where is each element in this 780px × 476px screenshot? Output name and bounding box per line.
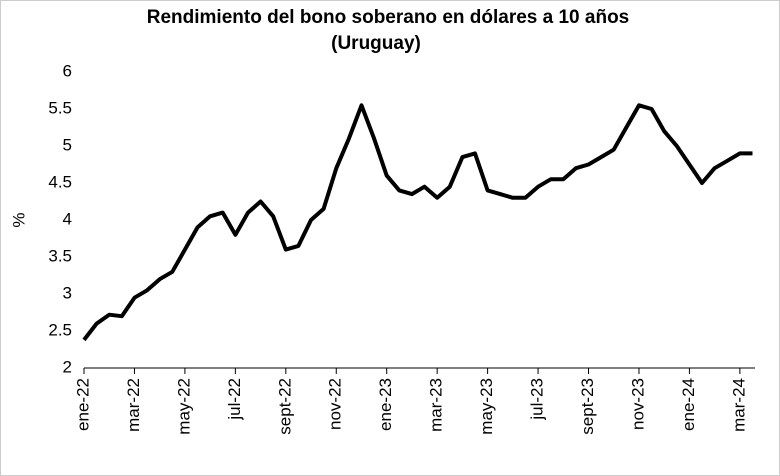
y-tick-label: 3.5: [48, 246, 72, 265]
y-tick-label: 6: [63, 61, 72, 80]
x-tick-label: ene-24: [679, 378, 698, 431]
y-tick-label: 3: [63, 283, 72, 302]
x-tick-label: sept-22: [275, 378, 294, 435]
y-tick-label: 4.5: [48, 172, 72, 191]
x-tick-label: nov-23: [628, 378, 647, 430]
x-tick-label: sept-23: [578, 378, 597, 435]
data-line: [82, 103, 753, 342]
y-tick-label: 4: [63, 209, 72, 228]
chart-title: (Uruguay): [331, 33, 421, 54]
x-tick-label: mar-24: [729, 378, 748, 432]
y-tick-label: 2.5: [48, 320, 72, 339]
x-tick-label: may-22: [174, 378, 193, 435]
x-tick-label: ene-23: [376, 378, 395, 431]
y-tick-label: 5: [63, 135, 72, 154]
x-tick-label: mar-22: [124, 378, 143, 432]
x-tick-label: may-23: [477, 378, 496, 435]
y-tick-label: 2: [63, 357, 72, 376]
y-axis-label: %: [9, 212, 28, 227]
y-tick-label: 5.5: [48, 98, 72, 117]
x-tick-label: jul-23: [528, 378, 547, 421]
x-tick-label: ene-22: [73, 378, 92, 431]
x-tick-label: nov-22: [326, 378, 345, 430]
x-tick-label: mar-23: [427, 378, 446, 432]
chart-title: Rendimiento del bono soberano en dólares…: [147, 7, 630, 28]
x-tick-label: jul-22: [225, 378, 244, 421]
